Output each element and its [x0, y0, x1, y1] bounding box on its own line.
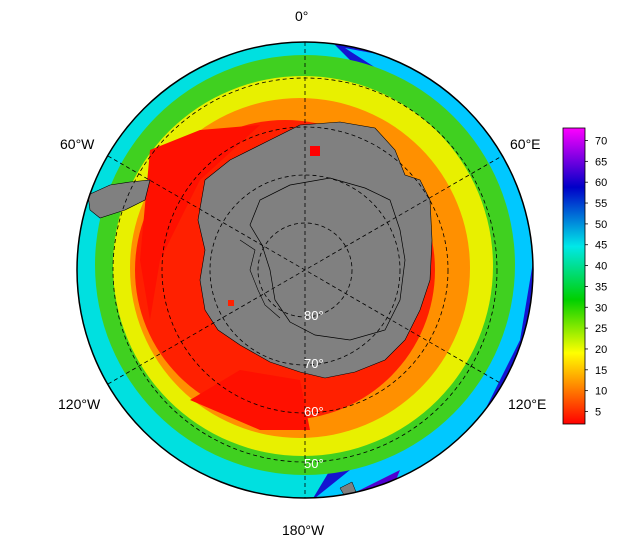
data-field [77, 42, 533, 498]
lat-label-80: 80° [304, 308, 324, 323]
colorbar-tick-label: 60 [595, 177, 607, 189]
lat-label-60: 60° [304, 404, 324, 419]
colorbar-tick-label: 30 [595, 302, 607, 314]
colorbar-tick-label: 20 [595, 344, 607, 356]
lon-label-60w: 60°W [60, 136, 95, 152]
lon-label-0: 0° [295, 8, 309, 24]
lat-label-50: 50° [304, 456, 324, 471]
graticule [107, 42, 503, 498]
colorbar-tick-label: 35 [595, 281, 607, 293]
colorbar-tick-label: 55 [595, 198, 607, 210]
colorbar-tick-label: 45 [595, 240, 607, 252]
anomaly-cell [228, 300, 234, 306]
anomaly-cell [310, 146, 320, 156]
colorbar-ticks: 70 65 60 55 50 45 40 35 30 25 20 15 10 5 [585, 136, 607, 418]
lon-label-180w: 180°W [282, 522, 325, 538]
antarctic-coastline [249, 177, 406, 341]
colorbar-tick-label: 50 [595, 219, 607, 231]
colorbar [562, 127, 586, 425]
colorbar-tick-label: 65 [595, 156, 607, 168]
map-boundary [76, 41, 534, 499]
meridian-120w-60e [107, 155, 503, 385]
colorbar-tick-label: 70 [595, 136, 607, 148]
lon-label-120w: 120°W [58, 396, 101, 412]
lon-label-60e: 60°E [510, 136, 541, 152]
lon-label-120e: 120°E [508, 396, 547, 412]
antarctica-landmass [197, 121, 433, 379]
colorbar-tick-label: 5 [595, 406, 601, 418]
peninsula-coast [239, 239, 281, 319]
colorbar-tick-label: 40 [595, 261, 607, 273]
colorbar-tick-label: 15 [595, 365, 607, 377]
red-tongue-west [140, 125, 260, 320]
lat-label-70: 70° [304, 356, 324, 371]
colorbar-tick-label: 10 [595, 386, 607, 398]
colorbar-tick-label: 25 [595, 323, 607, 335]
south-america-tip [87, 179, 151, 219]
